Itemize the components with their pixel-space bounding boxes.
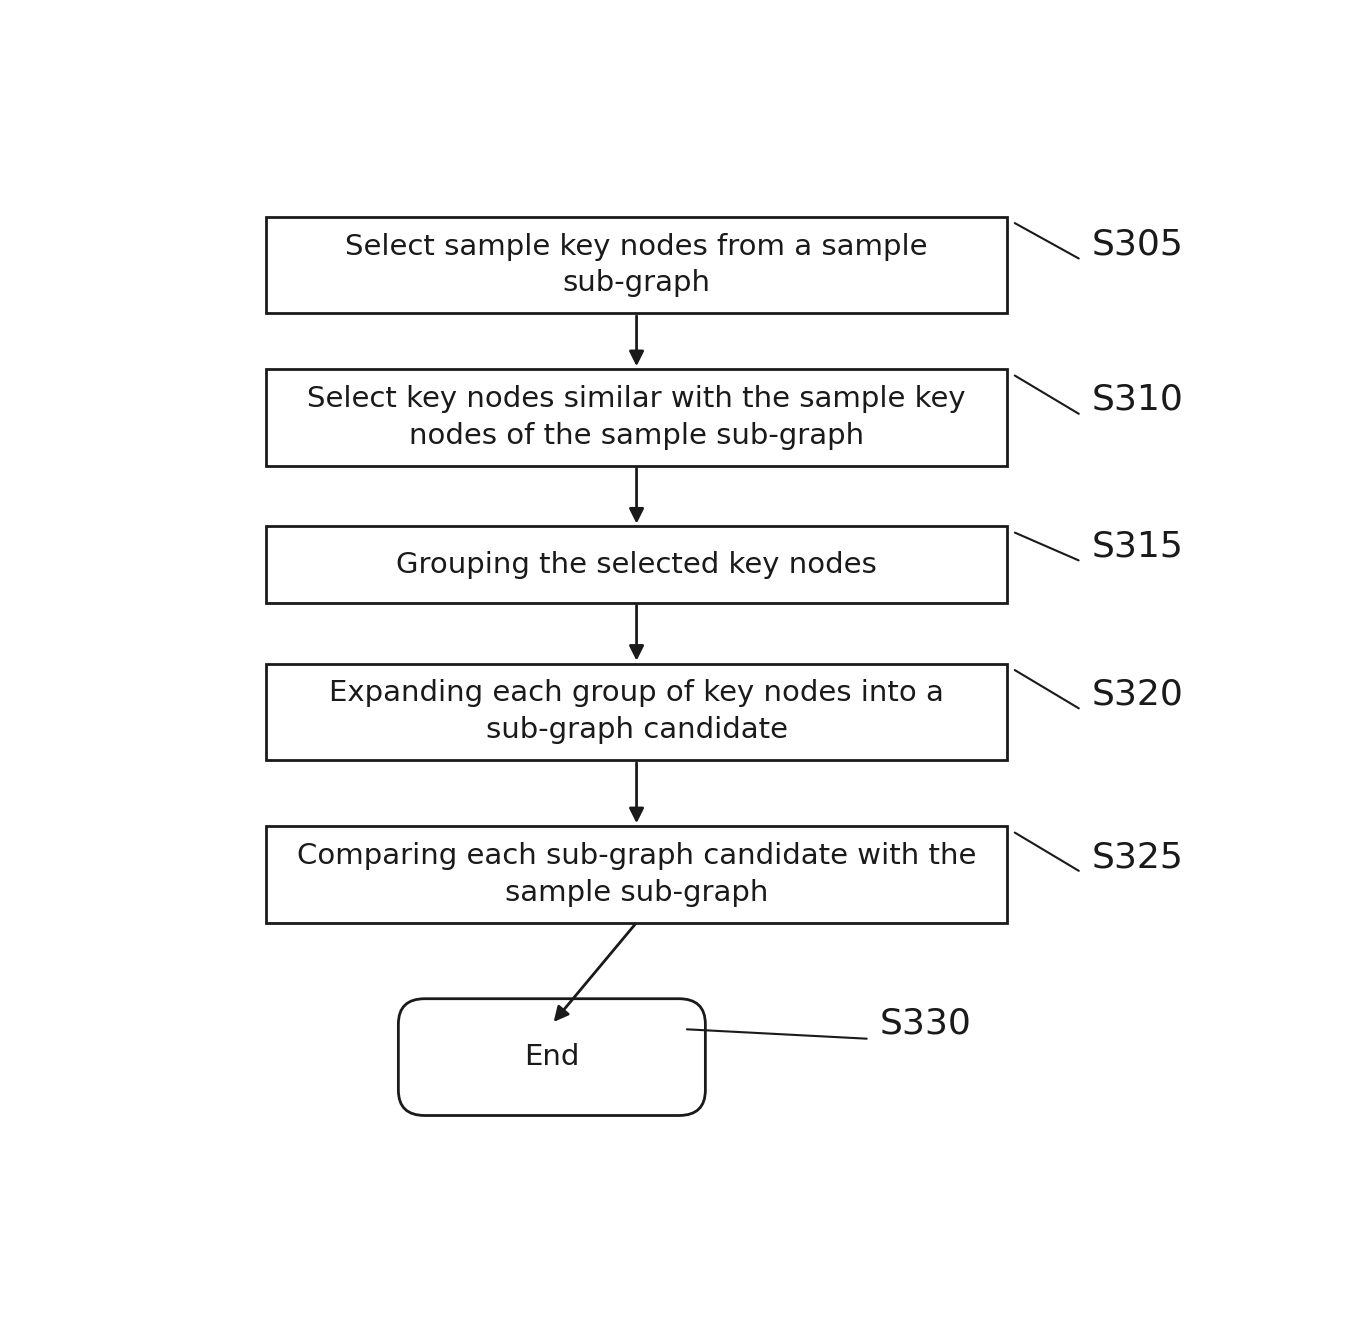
Text: S305: S305 — [1091, 228, 1184, 261]
FancyBboxPatch shape — [266, 526, 1007, 603]
Text: S330: S330 — [880, 1006, 973, 1041]
Text: Expanding each group of key nodes into a
sub-graph candidate: Expanding each group of key nodes into a… — [329, 679, 944, 744]
FancyBboxPatch shape — [399, 998, 705, 1116]
FancyBboxPatch shape — [266, 826, 1007, 922]
FancyBboxPatch shape — [266, 216, 1007, 313]
Text: S320: S320 — [1091, 678, 1184, 711]
Text: End: End — [525, 1043, 579, 1071]
Text: S310: S310 — [1091, 383, 1184, 417]
Text: Grouping the selected key nodes: Grouping the selected key nodes — [396, 550, 877, 579]
Text: Comparing each sub-graph candidate with the
sample sub-graph: Comparing each sub-graph candidate with … — [296, 842, 977, 906]
Text: Select key nodes similar with the sample key
nodes of the sample sub-graph: Select key nodes similar with the sample… — [307, 385, 966, 450]
FancyBboxPatch shape — [266, 369, 1007, 466]
FancyBboxPatch shape — [266, 663, 1007, 760]
Text: S325: S325 — [1091, 840, 1184, 874]
Text: Select sample key nodes from a sample
sub-graph: Select sample key nodes from a sample su… — [346, 232, 928, 297]
Text: S315: S315 — [1091, 529, 1184, 563]
